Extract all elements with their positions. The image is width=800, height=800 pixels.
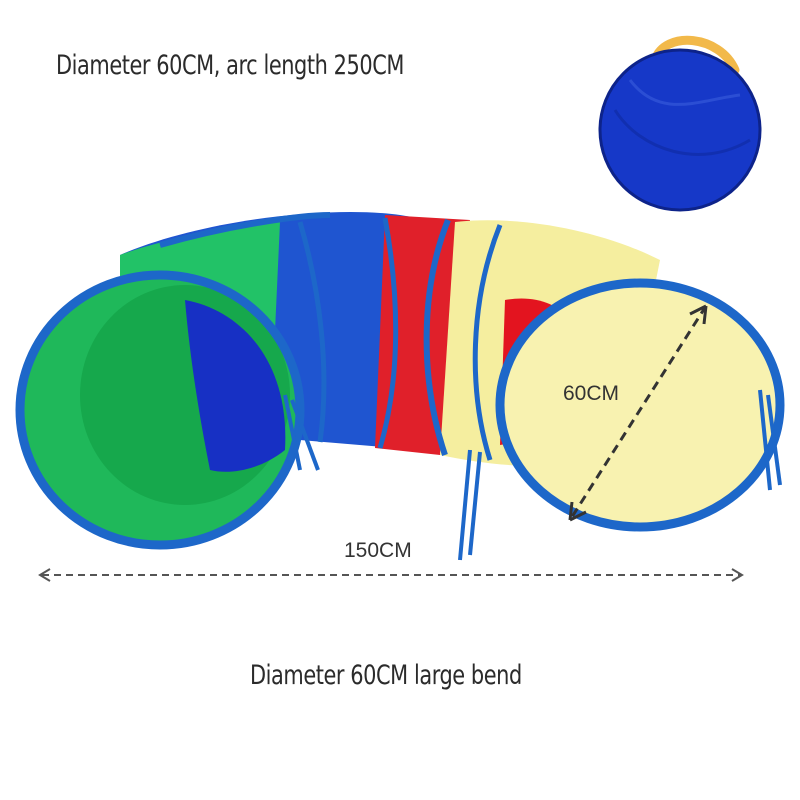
diameter-label: 60CM	[563, 382, 620, 405]
play-tunnel-image	[15, 211, 785, 561]
diameter-arrow	[568, 304, 708, 522]
bottom-caption: Diameter 60CM large bend	[250, 660, 522, 691]
top-caption: Diameter 60CM, arc length 250CM	[56, 50, 405, 81]
width-arrow	[38, 568, 744, 582]
width-label: 150CM	[344, 539, 412, 562]
storage-bag-image	[598, 35, 762, 212]
